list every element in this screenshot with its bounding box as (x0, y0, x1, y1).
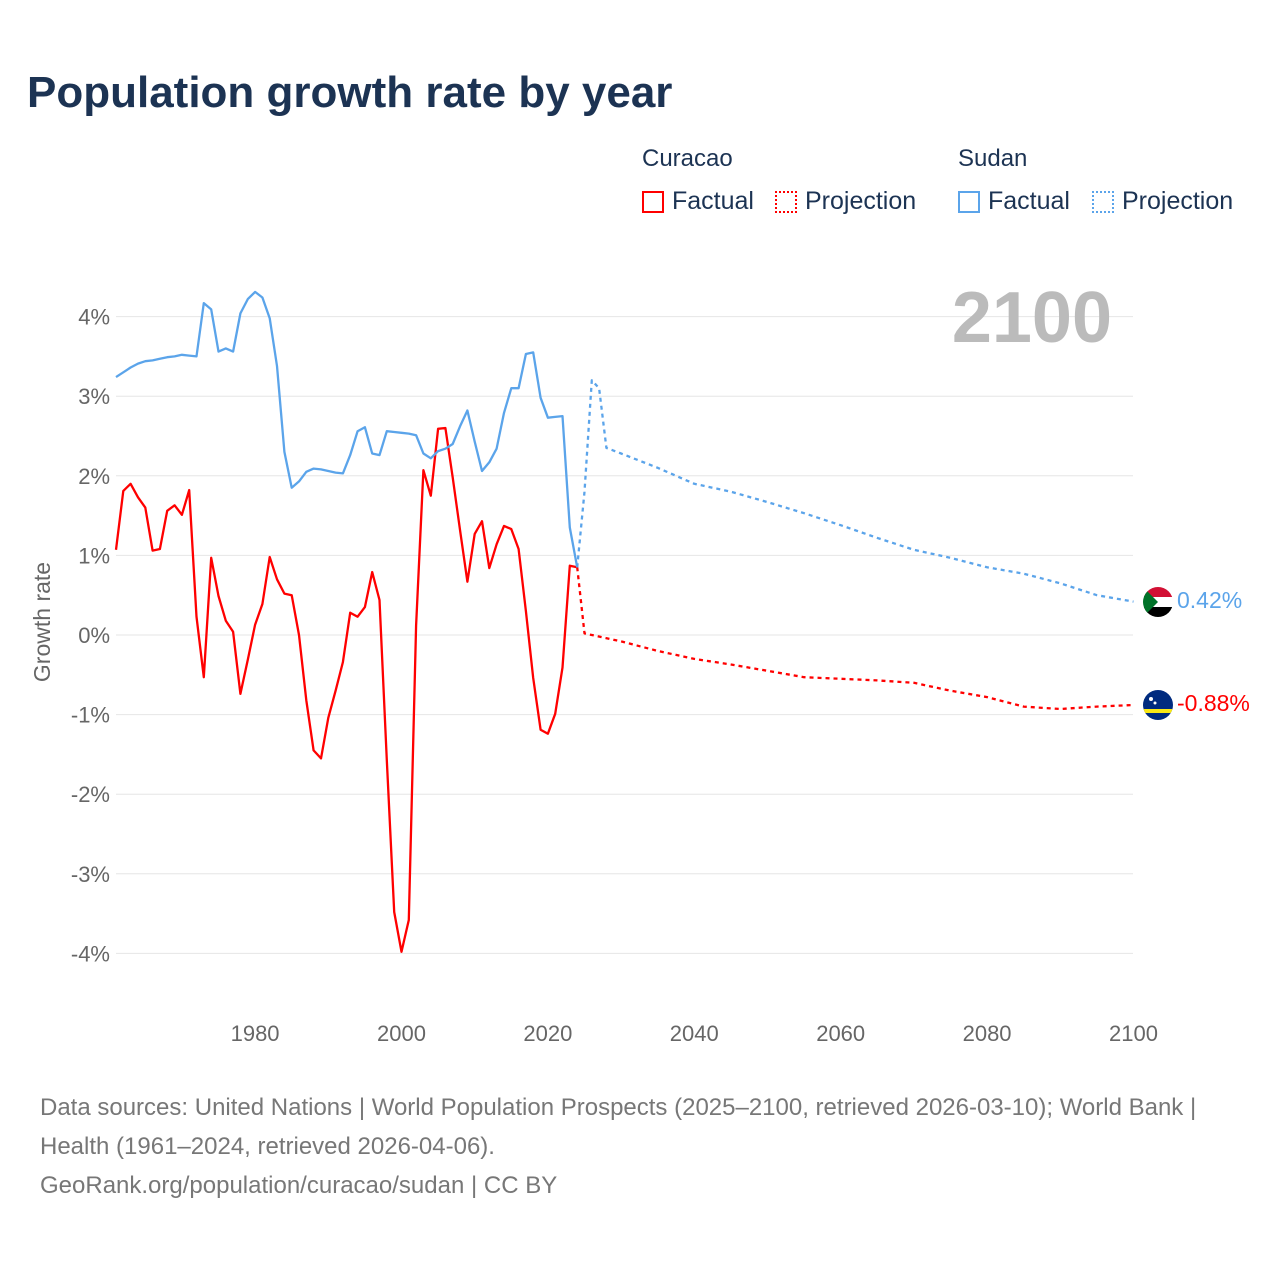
sudan-projection-line (576, 379, 1134, 603)
y-tick-label: 0% (78, 623, 110, 648)
x-tick-label: 1980 (231, 1021, 280, 1046)
y-tick-label: -1% (71, 703, 110, 728)
legend-group-curacao: Curacao (642, 145, 733, 172)
legend-label: Projection (1122, 187, 1234, 215)
y-tick-label: 4% (78, 305, 110, 330)
sudan-flag-icon (1143, 587, 1173, 617)
year-label: 2100 (952, 278, 1112, 358)
x-tick-label: 2080 (963, 1021, 1012, 1046)
sudan-factual-line (115, 290, 579, 568)
x-tick-label: 2000 (377, 1021, 426, 1046)
y-axis-label: Growth rate (29, 562, 55, 682)
y-tick-label: -2% (71, 782, 110, 807)
source-note: Data sources: United Nations | World Pop… (40, 1088, 1240, 1205)
legend-label: Projection (805, 187, 917, 215)
data-sources-text: Data sources: United Nations | World Pop… (40, 1094, 1197, 1160)
x-tick-label: 2060 (816, 1021, 865, 1046)
sudan-end-value: 0.42% (1177, 587, 1242, 613)
legend-swatch-dotted (775, 190, 797, 213)
x-tick-label: 2020 (523, 1021, 572, 1046)
y-tick-label: 2% (78, 464, 110, 489)
legend-swatch-dotted (1092, 190, 1114, 213)
legend-label: Factual (672, 187, 754, 215)
legend-label: Factual (988, 187, 1070, 215)
x-tick-label: 2040 (670, 1021, 719, 1046)
legend-swatch-solid (642, 190, 664, 213)
y-tick-label: 3% (78, 384, 110, 409)
y-tick-label: -4% (71, 941, 110, 966)
legend-curacao-factual[interactable]: Factual (642, 187, 754, 216)
curacao-flag-icon (1143, 690, 1173, 720)
curacao-projection-line (576, 567, 1134, 711)
x-tick-label: 2100 (1109, 1021, 1158, 1046)
chart-title: Population growth rate by year (27, 68, 673, 117)
plot-area: 4% 3% 2% 1% 0% -1% -2% -3% -4% 1980 2000 2020 2040 20… (29, 278, 1250, 1046)
legend-sudan-projection[interactable]: Projection (1092, 187, 1233, 216)
attribution-link[interactable]: GeoRank.org/population/curacao/sudan | C… (40, 1172, 558, 1199)
curacao-end-value: -0.88% (1177, 690, 1250, 716)
legend-swatch-solid (958, 190, 980, 213)
legend-sudan-factual[interactable]: Factual (958, 187, 1070, 216)
curacao-factual-line (114, 426, 578, 953)
y-tick-label: 1% (78, 543, 110, 568)
legend-curacao-projection[interactable]: Projection (775, 187, 916, 216)
y-tick-label: -3% (71, 862, 110, 887)
legend-group-sudan: Sudan (958, 145, 1028, 172)
